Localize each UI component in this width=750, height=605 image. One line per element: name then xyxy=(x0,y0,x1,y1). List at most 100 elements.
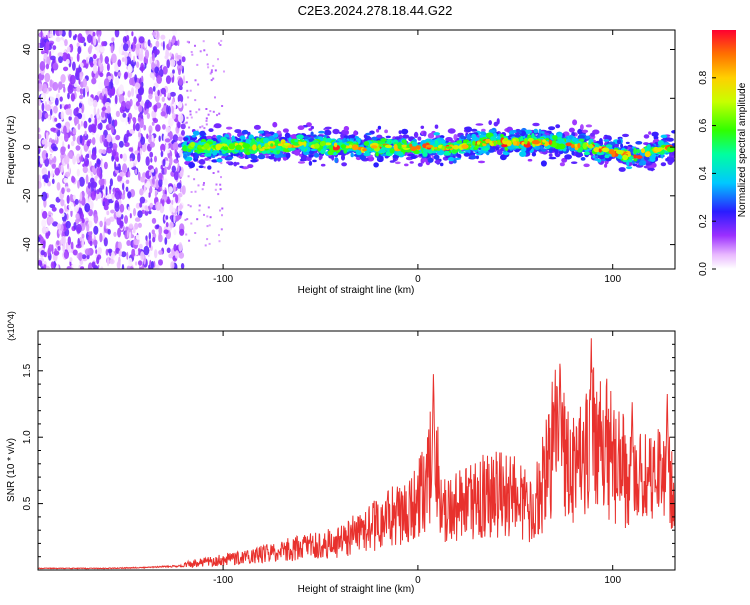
spectrogram-noise-mark xyxy=(165,75,172,84)
spectrogram-noise-mark xyxy=(44,112,49,119)
spectrogram-band-mark xyxy=(235,144,243,151)
spectrogram-y-tick-label: 20 xyxy=(22,92,33,104)
spectrogram-band-mark xyxy=(274,145,281,151)
spectrogram-noise-mark xyxy=(194,232,197,234)
spectrogram-noise-mark xyxy=(179,228,185,236)
spectrogram-noise-mark xyxy=(114,160,117,171)
spectrogram-noise-mark xyxy=(138,51,144,62)
spectrogram-noise-mark xyxy=(60,146,66,156)
spectrogram-y-tick-label: 0 xyxy=(22,144,33,150)
spectrogram-noise-mark xyxy=(158,225,163,235)
spectrogram-noise-mark xyxy=(148,210,152,215)
spectrogram-noise-mark xyxy=(175,194,179,204)
spectrogram-band-mark xyxy=(570,144,575,148)
spectrogram-band-mark xyxy=(644,151,651,158)
spectrogram-noise-mark xyxy=(52,221,58,227)
spectrogram-band-mark xyxy=(548,139,553,145)
spectrogram-noise-mark xyxy=(114,190,121,200)
spectrogram-noise-mark xyxy=(171,200,174,206)
spectrogram-noise-mark xyxy=(91,137,96,146)
spectrogram-noise-mark xyxy=(166,247,171,254)
spectrogram-noise-mark xyxy=(134,222,139,230)
spectrogram-band-mark xyxy=(594,157,599,161)
spectrogram-noise-mark xyxy=(103,78,110,88)
spectrogram-noise-mark xyxy=(121,100,127,111)
spectrogram-band-mark xyxy=(366,135,371,139)
spectrogram-noise-mark xyxy=(45,41,50,51)
spectrogram-noise-mark xyxy=(158,178,163,188)
spectrogram-noise-mark xyxy=(178,68,181,76)
snr-series-line xyxy=(38,338,675,570)
spectrogram-noise-mark xyxy=(162,158,166,167)
spectrogram-band-mark xyxy=(562,148,567,152)
spectrogram-noise-mark xyxy=(139,196,146,204)
spectrogram-noise-mark xyxy=(165,241,172,250)
spectrogram-noise-mark xyxy=(181,130,185,136)
spectrogram-band-mark xyxy=(373,162,379,168)
spectrogram-band-mark xyxy=(491,146,499,149)
spectrogram-noise-mark xyxy=(185,233,188,236)
spectrogram-band-mark xyxy=(448,157,455,162)
spectrogram-band-mark xyxy=(215,144,221,151)
spectrogram-noise-mark xyxy=(166,104,170,115)
spectrogram-noise-mark xyxy=(79,94,84,100)
spectrogram-noise-mark xyxy=(77,33,83,43)
spectrogram-noise-mark xyxy=(186,40,189,43)
spectrogram-noise-mark xyxy=(185,121,188,124)
spectrogram-noise-mark xyxy=(138,260,143,266)
spectrogram-x-label: Height of straight line (km) xyxy=(298,285,415,296)
spectrogram-noise-mark xyxy=(124,215,128,224)
spectrogram-noise-mark xyxy=(198,108,201,111)
spectrogram-noise-mark xyxy=(85,85,89,93)
spectrogram-noise-mark xyxy=(176,55,182,60)
spectrogram-noise-mark xyxy=(68,103,71,109)
spectrogram-noise-mark xyxy=(122,163,128,174)
spectrogram-noise-mark xyxy=(178,77,183,86)
spectrogram-band-mark xyxy=(417,162,423,167)
spectrogram-band-mark xyxy=(434,124,439,129)
spectrogram-noise-mark xyxy=(138,104,143,113)
spectrogram-noise-mark xyxy=(75,106,79,113)
spectrogram-noise-mark xyxy=(207,206,210,209)
spectrogram-noise-mark xyxy=(38,133,42,139)
spectrogram-noise-mark xyxy=(195,111,198,114)
spectrogram-noise-mark xyxy=(165,215,169,220)
spectrogram-noise-mark xyxy=(151,229,155,235)
spectrogram-noise-mark xyxy=(63,177,68,183)
spectrogram-noise-mark xyxy=(81,233,85,239)
spectrogram-band-mark xyxy=(377,125,382,130)
spectrogram-noise-mark xyxy=(217,193,220,196)
spectrogram-noise-mark xyxy=(223,70,225,73)
spectrogram-noise-mark xyxy=(92,31,96,37)
spectrogram-noise-mark xyxy=(106,63,110,72)
spectrogram-band-mark xyxy=(565,138,571,143)
spectrogram-noise-mark xyxy=(41,102,45,112)
spectrogram-noise-mark xyxy=(151,52,155,62)
spectrogram-band-mark xyxy=(524,129,532,134)
spectrogram-noise-mark xyxy=(67,92,70,100)
spectrogram-noise-mark xyxy=(187,175,190,178)
spectrogram-noise-mark xyxy=(125,100,131,109)
spectrogram-band-mark xyxy=(241,129,249,135)
spectrogram-noise-mark xyxy=(73,116,79,125)
spectrogram-band-mark xyxy=(580,157,586,161)
spectrogram-noise-mark xyxy=(113,231,117,237)
spectrogram-noise-mark xyxy=(75,213,80,220)
spectrogram-band-mark xyxy=(247,164,254,169)
spectrogram-noise-mark xyxy=(38,181,42,189)
spectrogram-noise-mark xyxy=(93,225,99,235)
spectrogram-noise-mark xyxy=(193,178,196,181)
spectrogram-noise-mark xyxy=(173,158,179,164)
spectrogram-noise-mark xyxy=(125,186,129,192)
spectrogram-band-mark xyxy=(439,162,444,167)
spectrogram-band-mark xyxy=(270,143,274,147)
spectrogram-band-mark xyxy=(425,144,434,148)
spectrogram-noise-mark xyxy=(111,37,115,42)
spectrogram-band-mark xyxy=(453,134,458,141)
spectrogram-noise-mark xyxy=(208,159,211,162)
spectrogram-noise-mark xyxy=(168,253,174,259)
spectrogram-band-mark xyxy=(263,137,270,144)
spectrogram-noise-mark xyxy=(87,182,91,189)
spectrogram-noise-mark xyxy=(147,39,151,47)
spectrogram-noise-mark xyxy=(82,166,88,174)
